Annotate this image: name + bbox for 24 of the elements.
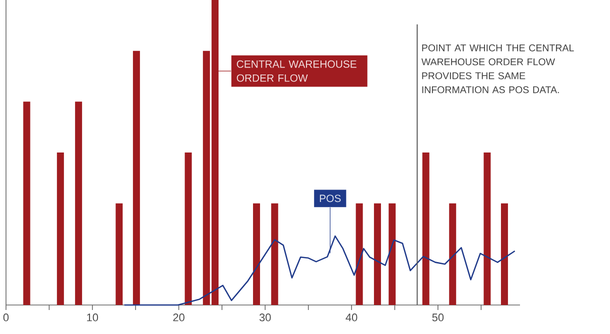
text: POS <box>320 194 341 202</box>
x-tick-label: 30 <box>259 314 271 322</box>
bar <box>374 203 381 305</box>
bar <box>500 203 508 305</box>
ref-line-label: POINT AT WHICH THE CENTRAL WAREHOUSE ORDER FLOW PROVIDES THE SAME INFORMATION AS POS DATA. <box>421 44 574 94</box>
bar <box>75 102 82 305</box>
bar <box>271 203 278 305</box>
bar <box>184 152 192 305</box>
bar <box>449 203 456 305</box>
bar <box>23 102 30 305</box>
x-tick-label: 0 <box>3 314 9 322</box>
bar <box>484 152 491 305</box>
bar <box>356 203 363 305</box>
bar <box>388 203 396 305</box>
bar <box>132 50 140 305</box>
legend-label: CENTRAL WAREHOUSE ORDER FLOW <box>236 60 356 82</box>
x-tick-label: 40 <box>346 314 358 322</box>
bar <box>56 152 64 305</box>
bar <box>116 203 123 305</box>
x-tick-label: 50 <box>432 314 444 322</box>
x-tick-label: 10 <box>87 314 98 322</box>
bar <box>253 203 260 305</box>
bar <box>422 152 430 305</box>
x-tick-label: 20 <box>173 314 184 322</box>
